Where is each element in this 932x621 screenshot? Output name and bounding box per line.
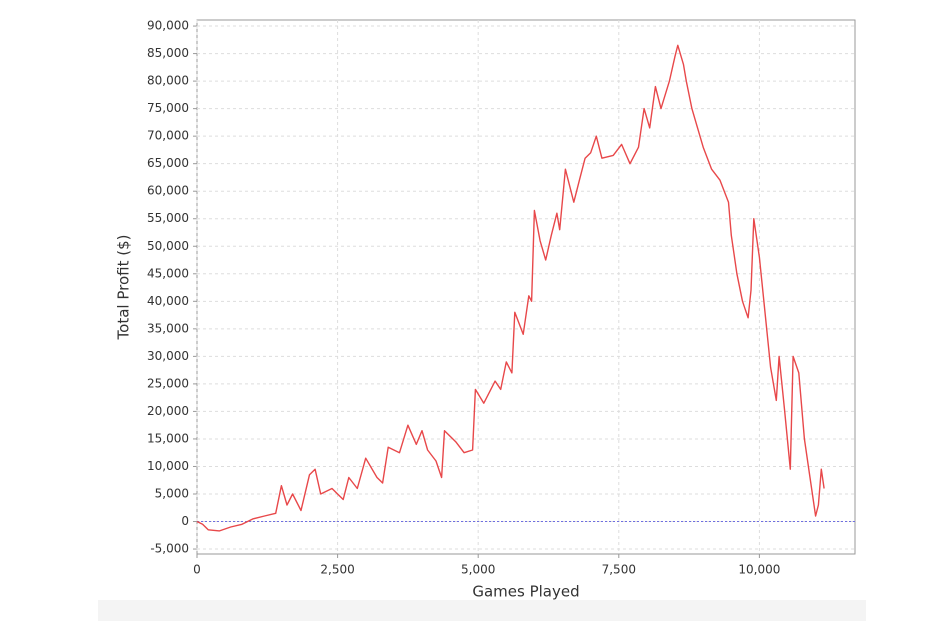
- y-axis-title: Total Profit ($): [115, 235, 133, 341]
- y-tick-label: 55,000: [147, 211, 189, 225]
- y-tick-label: 65,000: [147, 156, 189, 170]
- y-tick-label: 85,000: [147, 46, 189, 60]
- y-tick-label: 30,000: [147, 349, 189, 363]
- y-tick-label: 90,000: [147, 19, 189, 33]
- y-tick-label: 35,000: [147, 321, 189, 335]
- y-tick-label: 10,000: [147, 459, 189, 473]
- y-tick-label: 15,000: [147, 431, 189, 445]
- y-tick-label: -5,000: [150, 542, 189, 556]
- x-tick-label: 5,000: [461, 563, 495, 577]
- y-tick-label: 0: [181, 514, 189, 528]
- x-tick-label: 10,000: [738, 563, 780, 577]
- y-tick-label: 20,000: [147, 404, 189, 418]
- data-line: [196, 44, 825, 532]
- x-axis-title: Games Played: [472, 583, 579, 601]
- y-tick-label: 80,000: [147, 74, 189, 88]
- y-tick-label: 45,000: [147, 266, 189, 280]
- x-tick-label: 7,500: [602, 563, 636, 577]
- y-tick-label: 50,000: [147, 239, 189, 253]
- x-tick-label: 0: [193, 563, 201, 577]
- y-tick-label: 5,000: [155, 486, 189, 500]
- y-tick-label: 75,000: [147, 101, 189, 115]
- y-tick-label: 60,000: [147, 184, 189, 198]
- x-tick-label: 2,500: [320, 563, 354, 577]
- y-tick-label: 70,000: [147, 129, 189, 143]
- footer-band: [98, 600, 866, 621]
- plot-area: [196, 19, 856, 555]
- y-tick-label: 25,000: [147, 376, 189, 390]
- y-tick-label: 40,000: [147, 294, 189, 308]
